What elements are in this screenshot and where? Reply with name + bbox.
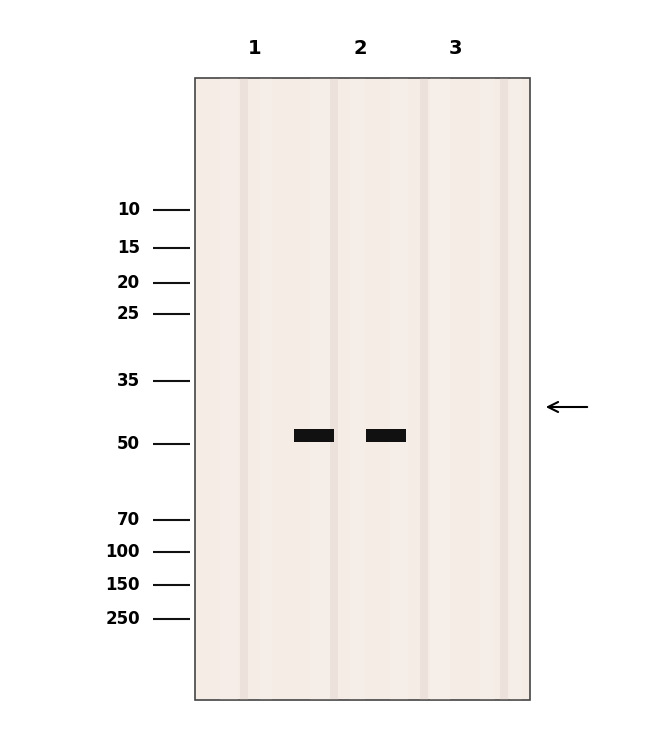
Text: 70: 70	[117, 511, 140, 529]
Bar	[294, 430, 334, 442]
Bar	[240, 78, 248, 700]
Bar	[260, 78, 272, 700]
Text: 10: 10	[117, 201, 140, 220]
Bar	[350, 78, 365, 700]
Bar	[330, 78, 338, 700]
Bar	[420, 78, 428, 700]
Bar	[430, 78, 450, 700]
Bar	[310, 78, 330, 700]
Bar	[510, 78, 522, 700]
Bar	[500, 78, 508, 700]
Text: 250: 250	[105, 610, 140, 628]
Bar	[366, 430, 406, 442]
Text: 15: 15	[117, 239, 140, 258]
Bar	[195, 78, 530, 700]
Text: 100: 100	[105, 543, 140, 561]
Text: 25: 25	[117, 305, 140, 324]
Text: 35: 35	[117, 372, 140, 390]
Text: 3: 3	[448, 39, 461, 58]
Text: 50: 50	[117, 435, 140, 452]
Bar	[390, 78, 408, 700]
Bar	[480, 78, 495, 700]
Text: 20: 20	[117, 274, 140, 292]
Bar	[220, 78, 238, 700]
Text: 1: 1	[248, 39, 262, 58]
Text: 150: 150	[105, 576, 140, 594]
Text: 2: 2	[353, 39, 367, 58]
